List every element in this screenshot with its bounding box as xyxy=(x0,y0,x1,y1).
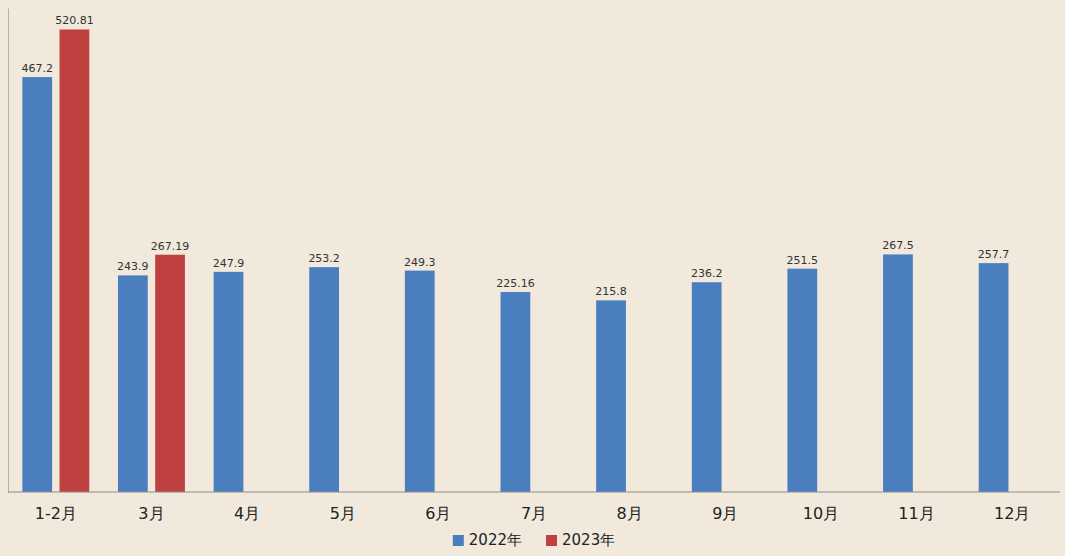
x-tick-label: 5月 xyxy=(330,504,356,523)
x-tick: 3月 xyxy=(138,492,164,523)
bar xyxy=(787,269,817,492)
x-tick-label: 4月 xyxy=(234,504,260,523)
data-label: 243.9 xyxy=(117,260,149,273)
x-tick: 6月 xyxy=(425,492,451,523)
legend-label: 2023年 xyxy=(562,531,615,549)
data-label: 225.16 xyxy=(496,277,535,290)
data-label: 267.5 xyxy=(882,239,914,252)
x-axis: 1-2月 3月 4月 5月 6月 7月 8月 9月 10月 11月 12月 xyxy=(8,492,1060,523)
x-tick-label: 7月 xyxy=(521,504,547,523)
x-tick: 9月 xyxy=(712,492,738,523)
bar xyxy=(405,271,435,492)
x-tick: 12月 xyxy=(994,492,1030,523)
data-label: 467.2 xyxy=(21,62,53,75)
data-label: 249.3 xyxy=(404,256,436,269)
bar xyxy=(979,263,1009,492)
data-label: 247.9 xyxy=(213,257,245,270)
x-tick-label: 8月 xyxy=(617,504,643,523)
data-label: 520.81 xyxy=(55,14,94,27)
data-label: 236.2 xyxy=(691,267,723,280)
legend-item: 2022年 xyxy=(453,531,522,549)
chart: 467.2 243.9 247.9 253.2 249.3 225.16 215.8 236.… xyxy=(0,0,1065,556)
bar xyxy=(22,77,52,492)
x-tick: 11月 xyxy=(898,492,934,523)
bar xyxy=(155,255,185,492)
data-labels: 467.2 243.9 247.9 253.2 249.3 225.16 215.8 236.… xyxy=(21,14,1009,298)
x-axis-line xyxy=(8,492,1060,493)
data-label: 257.7 xyxy=(978,248,1010,261)
x-tick-label: 1-2月 xyxy=(35,504,77,523)
legend-label: 2022年 xyxy=(469,531,522,549)
x-tick-label: 9月 xyxy=(712,504,738,523)
data-label: 251.5 xyxy=(787,254,819,267)
bar xyxy=(60,29,90,492)
bar xyxy=(214,272,244,492)
y-axis-line xyxy=(8,9,9,493)
bar xyxy=(596,300,626,492)
legend-swatch xyxy=(546,535,557,546)
x-tick-label: 6月 xyxy=(425,504,451,523)
legend-item: 2023年 xyxy=(546,531,615,549)
bar xyxy=(501,292,531,492)
bars xyxy=(22,29,1008,492)
bar xyxy=(692,282,722,492)
data-label: 215.8 xyxy=(595,285,627,298)
legend-swatch xyxy=(453,535,464,546)
bar xyxy=(883,254,913,492)
data-label: 253.2 xyxy=(308,252,340,265)
x-tick: 5月 xyxy=(330,492,356,523)
bar xyxy=(309,267,339,492)
x-tick-label: 11月 xyxy=(898,504,934,523)
y-axis xyxy=(8,9,9,493)
x-tick: 10月 xyxy=(803,492,839,523)
x-tick: 1-2月 xyxy=(35,492,77,523)
x-tick-label: 3月 xyxy=(138,504,164,523)
x-tick-label: 10月 xyxy=(803,504,839,523)
x-tick: 8月 xyxy=(617,492,643,523)
legend: 2022年 2023年 xyxy=(453,531,615,549)
x-tick: 4月 xyxy=(234,492,260,523)
x-tick: 7月 xyxy=(521,492,547,523)
bar xyxy=(118,275,148,492)
data-label: 267.19 xyxy=(151,240,190,253)
x-tick-label: 12月 xyxy=(994,504,1030,523)
